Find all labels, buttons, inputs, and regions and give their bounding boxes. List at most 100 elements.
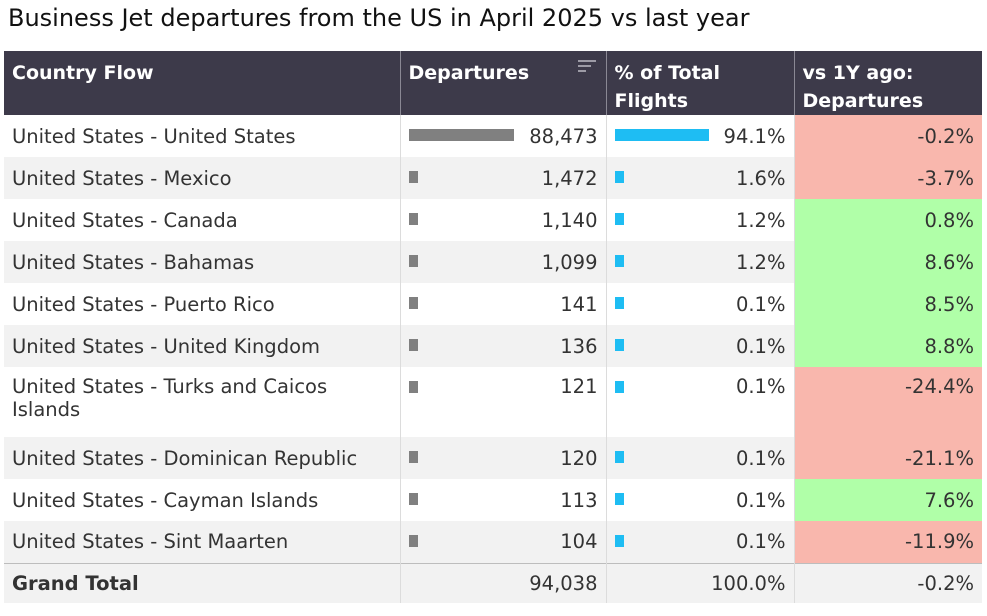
vs-1y-value: 8.5% <box>924 292 974 316</box>
pct-total-value: 0.1% <box>735 530 786 554</box>
pct-total-value: 0.1% <box>735 446 786 470</box>
table-row[interactable]: United States - Bahamas 1,099 1.2% 8.6% <box>4 241 982 283</box>
pct-total-cell: 1.6% <box>605 157 794 199</box>
pct-total-cell: 1.2% <box>605 199 794 241</box>
country-flow-cell: United States - Bahamas <box>4 241 400 283</box>
departures-value: 120 <box>560 446 598 470</box>
departures-bar <box>408 451 418 463</box>
header-country-flow[interactable]: Country Flow <box>4 51 400 115</box>
departures-bar <box>408 381 418 393</box>
pct-total-cell: 0.1% <box>605 283 794 325</box>
table-row[interactable]: United States - United Kingdom 136 0.1% 8.8… <box>4 325 982 367</box>
header-departures[interactable]: Departures <box>399 51 606 115</box>
table-row[interactable]: United States - Sint Maarten 104 0.1% -11.9… <box>4 521 982 563</box>
vs-1y-cell: -24.4% <box>793 367 982 437</box>
vs-1y-cell: 8.8% <box>793 325 982 367</box>
pct-total-bar <box>614 255 624 267</box>
vs-1y-cell: 8.5% <box>793 283 982 325</box>
header-row: Country Flow Departures % of Total Fligh… <box>4 51 982 115</box>
header-pct-total[interactable]: % of Total Flights <box>605 51 794 115</box>
header-departures-label: Departures <box>408 62 530 84</box>
country-flow-cell: United States - United States <box>12 124 296 148</box>
departures-value: 1,099 <box>541 250 598 274</box>
header-vs-1y[interactable]: vs 1Y ago: Departures <box>793 51 982 115</box>
departures-cell: 141 <box>399 283 606 325</box>
pct-total-value: 94.1% <box>723 124 786 148</box>
grand-total-departures: 94,038 <box>399 562 606 603</box>
country-flow-cell: United States - Canada <box>12 208 238 232</box>
pct-total-value: 0.1% <box>735 375 786 398</box>
pct-total-cell: 94.1% <box>605 115 794 157</box>
pct-total-bar <box>614 129 709 141</box>
table-row[interactable]: United States - Dominican Republic 120 0.1… <box>4 437 982 479</box>
departures-value: 88,473 <box>529 124 598 148</box>
departures-cell: 113 <box>399 479 606 521</box>
pct-total-value: 0.1% <box>735 292 786 316</box>
departures-value: 141 <box>560 292 598 316</box>
table-row[interactable]: United States - United States 88,473 94.1%… <box>4 115 982 157</box>
departures-cell: 120 <box>399 437 606 479</box>
departures-cell: 1,140 <box>399 199 606 241</box>
departures-value: 1,140 <box>541 208 598 232</box>
grand-total-vs-1y: -0.2% <box>793 562 982 603</box>
departures-cell: 1,099 <box>399 241 606 283</box>
departures-value: 113 <box>560 488 598 512</box>
vs-1y-value: 8.6% <box>924 250 974 274</box>
pct-total-bar <box>614 339 624 351</box>
table-row[interactable]: United States - Turks and Caicos Islands… <box>4 367 982 437</box>
table-row[interactable]: United States - Canada 1,140 1.2% 0.8% <box>4 199 982 241</box>
country-flow-cell: United States - Mexico <box>4 157 400 199</box>
country-flow-cell: United States - United Kingdom <box>4 325 400 367</box>
pct-total-bar <box>614 297 624 309</box>
grand-total-row: Grand Total 94,038 100.0% -0.2% <box>4 562 982 603</box>
pct-total-value: 0.1% <box>735 488 786 512</box>
country-flow-cell: United States - Turks and Caicos Islands <box>12 375 328 421</box>
pct-total-cell: 0.1% <box>605 367 794 437</box>
departures-cell: 88,473 <box>399 115 606 157</box>
table-row[interactable]: United States - Puerto Rico 141 0.1% 8.5% <box>4 283 982 325</box>
country-flow-cell: United States - Puerto Rico <box>12 292 275 316</box>
pct-total-bar <box>614 535 624 547</box>
vs-1y-value: -24.4% <box>905 375 974 398</box>
vs-1y-value: 7.6% <box>924 488 974 512</box>
departures-cell: 1,472 <box>399 157 606 199</box>
pct-total-bar <box>614 213 624 225</box>
pct-total-bar <box>614 451 624 463</box>
vs-1y-value: -3.7% <box>917 166 974 190</box>
pct-total-cell: 0.1% <box>605 479 794 521</box>
departures-cell: 121 <box>399 367 606 437</box>
departures-table: Country Flow Departures % of Total Fligh… <box>4 51 982 603</box>
departures-bar <box>408 129 514 141</box>
pct-total-value: 1.6% <box>735 166 786 190</box>
pct-total-bar <box>614 493 624 505</box>
vs-1y-value: 8.8% <box>924 334 974 358</box>
departures-bar <box>408 255 418 267</box>
vs-1y-cell: -3.7% <box>793 157 982 199</box>
departures-bar <box>408 535 418 547</box>
country-flow-cell: United States - Dominican Republic <box>4 437 400 479</box>
departures-cell: 136 <box>399 325 606 367</box>
pct-total-cell: 0.1% <box>605 325 794 367</box>
departures-bar <box>408 171 418 183</box>
vs-1y-cell: -11.9% <box>793 521 982 563</box>
pct-total-value: 1.2% <box>735 250 786 274</box>
sort-descending-icon[interactable] <box>577 60 596 74</box>
departures-bar <box>408 297 418 309</box>
pct-total-cell: 0.1% <box>605 521 794 563</box>
vs-1y-cell: 7.6% <box>793 479 982 521</box>
departures-value: 136 <box>560 334 598 358</box>
vs-1y-cell: -0.2% <box>793 115 982 157</box>
pct-total-bar <box>614 171 624 183</box>
table-row[interactable]: United States - Mexico 1,472 1.6% -3.7% <box>4 157 982 199</box>
pct-total-bar <box>614 381 624 393</box>
country-flow-cell: United States - Cayman Islands <box>12 488 319 512</box>
pct-total-cell: 1.2% <box>605 241 794 283</box>
pct-total-value: 1.2% <box>735 208 786 232</box>
grand-total-pct: 100.0% <box>605 562 794 603</box>
vs-1y-cell: 8.6% <box>793 241 982 283</box>
table-row[interactable]: United States - Cayman Islands 113 0.1% 7.6… <box>4 479 982 521</box>
departures-cell: 104 <box>399 521 606 563</box>
country-flow-cell: United States - Sint Maarten <box>4 521 400 563</box>
departures-bar <box>408 493 418 505</box>
vs-1y-value: -21.1% <box>905 446 974 470</box>
